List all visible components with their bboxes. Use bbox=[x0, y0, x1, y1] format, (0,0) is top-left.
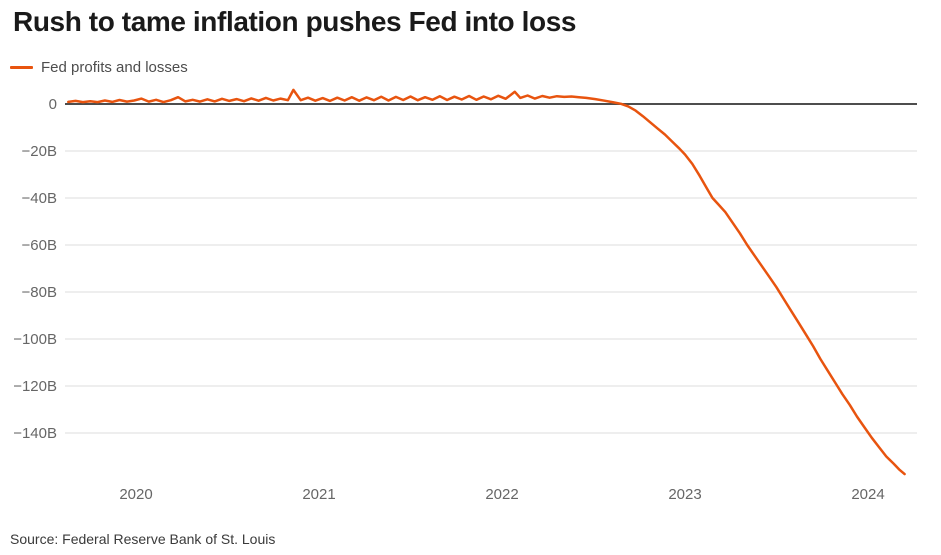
y-tick-label: −40B bbox=[22, 190, 57, 207]
x-tick-label: 2022 bbox=[485, 486, 518, 503]
x-tick-label: 2021 bbox=[302, 486, 335, 503]
y-tick-label: −140B bbox=[13, 425, 57, 442]
y-tick-label: −20B bbox=[22, 143, 57, 160]
y-tick-label: −80B bbox=[22, 284, 57, 301]
x-tick-label: 2020 bbox=[119, 486, 152, 503]
chart-title: Rush to tame inflation pushes Fed into l… bbox=[13, 6, 577, 37]
legend: Fed profits and losses bbox=[10, 59, 188, 76]
y-tick-label: 0 bbox=[49, 96, 57, 113]
legend-line-swatch bbox=[10, 66, 33, 69]
source-note: Source: Federal Reserve Bank of St. Loui… bbox=[10, 531, 276, 547]
y-tick-label: −60B bbox=[22, 237, 57, 254]
legend-label: Fed profits and losses bbox=[41, 59, 188, 76]
fed-profit-loss-line-chart: 0 −20B −40B −60B −80B −100B −120B −140B 2020 2021… bbox=[13, 88, 917, 503]
x-tick-label: 2023 bbox=[668, 486, 701, 503]
x-tick-label: 2024 bbox=[851, 486, 884, 503]
y-tick-label: −120B bbox=[13, 378, 57, 395]
y-tick-label: −100B bbox=[13, 331, 57, 348]
fed-profits-line bbox=[67, 88, 906, 476]
